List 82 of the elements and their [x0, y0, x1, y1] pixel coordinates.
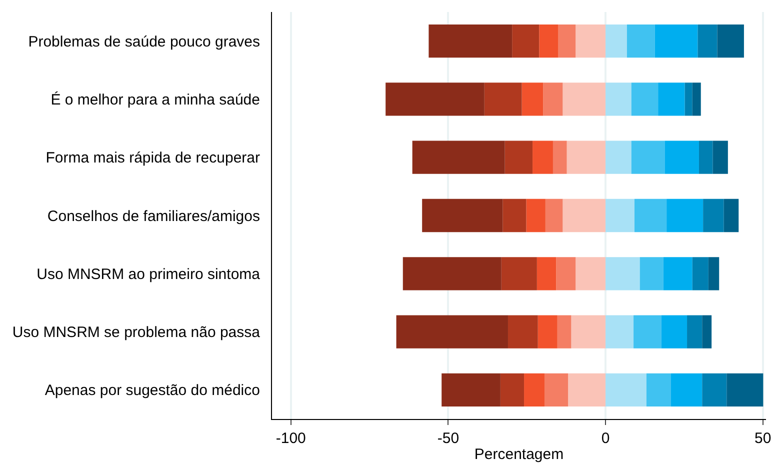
bar — [562, 198, 606, 232]
bar — [664, 140, 699, 174]
bar — [687, 315, 702, 348]
bar — [552, 140, 567, 174]
bar — [703, 198, 724, 232]
bar — [536, 257, 556, 290]
bar — [670, 373, 702, 406]
bar — [412, 140, 505, 174]
bar — [606, 257, 640, 290]
bar — [402, 257, 502, 290]
y-tick-label: Uso MNSRM ao primeiro sintoma — [36, 266, 261, 283]
bar — [557, 315, 572, 348]
bar — [634, 198, 667, 232]
bar — [571, 315, 606, 348]
bar — [708, 257, 720, 290]
bar — [724, 198, 739, 232]
bar — [654, 24, 698, 58]
bar — [606, 140, 632, 174]
bar — [568, 373, 606, 406]
bar — [692, 257, 708, 290]
y-tick-label: Uso MNSRM se problema não passa — [12, 324, 261, 342]
bar — [524, 373, 544, 406]
bar — [562, 82, 606, 116]
bar — [576, 24, 606, 58]
bar — [558, 24, 576, 58]
bar — [442, 373, 500, 406]
bar — [422, 198, 503, 232]
bar — [606, 373, 646, 406]
bar — [544, 373, 568, 406]
bar — [526, 198, 546, 232]
bar — [702, 315, 712, 348]
bar — [626, 24, 655, 58]
bar — [661, 315, 688, 348]
bar — [484, 82, 522, 116]
bar — [634, 315, 662, 348]
bar — [428, 24, 512, 58]
bar — [631, 82, 658, 116]
x-axis-title: Percentagem — [474, 446, 564, 463]
y-tick-label: Forma mais rápida de recuperar — [46, 150, 260, 167]
bar — [606, 24, 627, 58]
x-tick-label: -100 — [276, 430, 306, 447]
x-tick-label: 0 — [601, 430, 610, 447]
x-tick-label: 50 — [754, 430, 772, 447]
bar — [606, 82, 632, 116]
bar — [702, 373, 727, 406]
y-tick-label: Apenas por sugestão do médico — [44, 382, 260, 400]
bar — [606, 315, 634, 348]
bar — [545, 198, 563, 232]
bar — [502, 198, 526, 232]
bar — [386, 82, 484, 116]
bar — [538, 315, 558, 348]
bar — [684, 82, 692, 116]
bar — [646, 373, 671, 406]
bar — [658, 82, 685, 116]
bar — [698, 140, 713, 174]
bar — [501, 257, 537, 290]
bar — [512, 24, 540, 58]
bar — [663, 257, 692, 290]
bar — [508, 315, 538, 348]
bar — [522, 82, 544, 116]
bar — [606, 198, 634, 232]
bar — [576, 257, 606, 290]
bar — [539, 24, 558, 58]
bar — [532, 140, 553, 174]
y-tick-label: É o melhor para a minha saúde — [50, 90, 260, 108]
bar — [698, 24, 718, 58]
y-tick-label: Problemas de saúde pouco graves — [28, 33, 260, 50]
bar — [712, 140, 728, 174]
bar — [500, 373, 524, 406]
bar — [543, 82, 563, 116]
bar — [666, 198, 704, 232]
bar — [556, 257, 576, 290]
bar — [566, 140, 606, 174]
bar — [631, 140, 665, 174]
bar — [640, 257, 664, 290]
x-tick-label: -50 — [437, 430, 460, 447]
bar — [396, 315, 508, 348]
bar — [504, 140, 533, 174]
bar — [717, 24, 744, 58]
bar — [726, 373, 764, 406]
y-tick-label: Conselhos de familiares/amigos — [47, 208, 260, 225]
bar — [692, 82, 701, 116]
